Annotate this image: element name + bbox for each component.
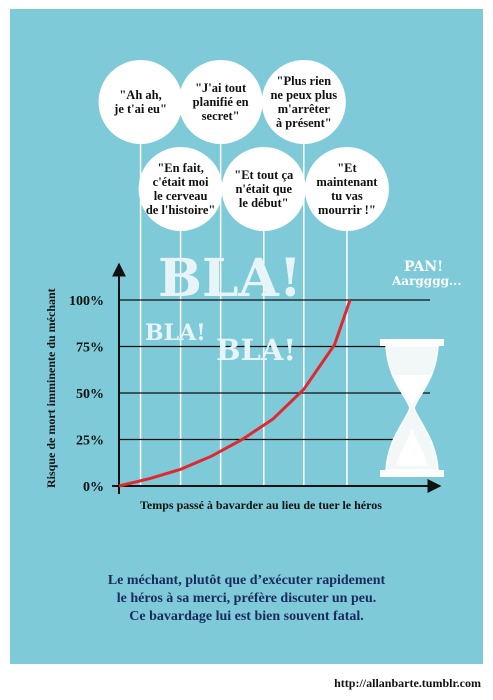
bubble-text: le cerveau [154,189,208,203]
speech-bubble [178,60,263,144]
caption-line-2: le héros à sa merci, préfère discuter un… [116,591,377,606]
bubble-text: "Et tout ça [234,168,294,182]
bubble-text: tu vas [331,189,363,203]
bubble-text: secret" [202,109,240,123]
y-tick-labels: 0% 25% 50% 75% 100% [69,294,104,495]
y-tick-label: 50% [76,387,104,402]
y-tick-label: 0% [83,480,104,495]
bubble-text: je t'ai eu" [113,102,167,116]
source-url: http://allanbarte.tumblr.com [334,676,481,690]
bubble-text: "En fait, [157,161,204,175]
bubble-text: "J'ai tout [195,81,247,95]
bla-middle: BLA! [216,333,296,367]
bubble-text: planifié en [193,95,249,109]
bubble-text: "Et [337,161,357,175]
bubble-text: de l'histoire" [146,203,216,217]
speech-bubble [98,60,183,144]
hourglass-icon [380,339,444,477]
bubble-text: c'était moi [153,175,209,189]
bubble-text: à présent" [276,116,332,130]
bubble-text: le début" [239,196,289,210]
y-tick-label: 100% [69,294,104,309]
annotations: BLA! BLA! BLA! PAN! Aargggg... [145,248,462,367]
axes [112,262,442,494]
caption: Le méchant, plutôt que d’exécuter rapide… [10,572,483,626]
bubble-text: maintenant [316,175,378,189]
y-axis-title: Risque de mort imminente du méchant [44,288,58,488]
bubble-text: n'était que [235,182,292,196]
speech-bubble [221,147,306,231]
bubble-text: m'arrêter [278,102,330,116]
series-curve [118,299,352,488]
bubble-text: "Plus rien [277,74,332,88]
aarg-text: Aargggg... [391,274,462,288]
caption-line-1: Le méchant, plutôt que d’exécuter rapide… [107,573,386,588]
pan-text: PAN! [404,259,443,275]
speech-bubbles: "Ah ah,je t'ai eu""En fait,c'était moile… [98,60,389,486]
speech-bubble [261,60,346,144]
speech-bubble [138,147,223,231]
bla-left: BLA! [145,320,206,346]
x-axis-title: Temps passé à bavarder au lieu de tuer l… [140,498,382,512]
bubble-text: ne peux plus [270,88,337,102]
y-tick-label: 75% [76,341,104,356]
bla-big: BLA! [158,248,302,309]
speech-bubble [304,147,389,231]
bubble-text: mourrir !" [318,203,376,217]
caption-line-3: Ce bavardage lui est bien souvent fatal. [129,609,364,624]
bubble-text: "Ah ah, [119,88,161,102]
gridlines [119,299,430,441]
y-tick-label: 25% [76,434,104,449]
